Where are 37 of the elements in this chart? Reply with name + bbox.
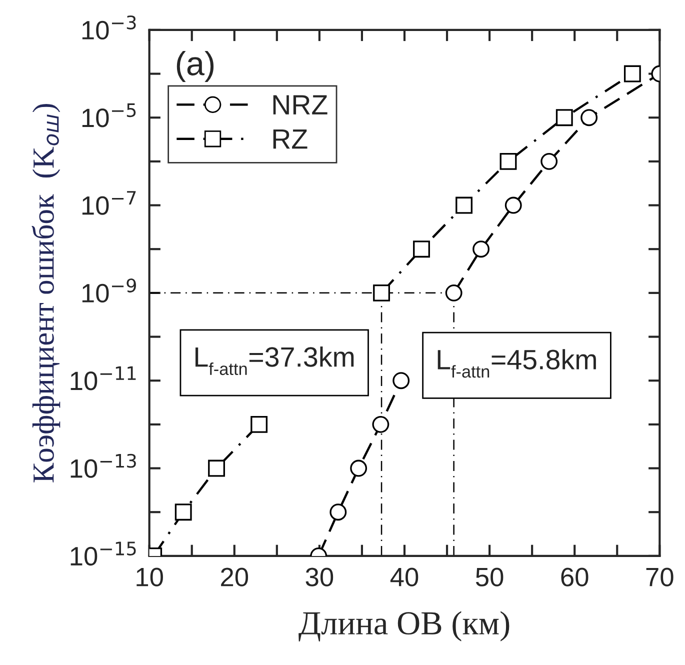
point: [540, 152, 558, 170]
y-tick-label: 10$^{−7}$: [82, 191, 136, 215]
y-tick-label: 10$^{−13}$: [70, 454, 136, 478]
point: [624, 65, 641, 82]
point: [330, 504, 347, 521]
x-tick-label: 50: [476, 568, 504, 586]
point: [445, 284, 462, 302]
point: [580, 109, 598, 126]
point: [250, 416, 268, 433]
legend-label: RZ: [273, 129, 308, 149]
y-axis-title: Коэффициент ошибок (K$_{ош}$): [32, 104, 60, 482]
point: [472, 240, 490, 258]
point: [208, 460, 225, 477]
point: [373, 284, 390, 302]
point: [500, 152, 517, 170]
point: [504, 196, 522, 214]
point: [350, 460, 368, 477]
y-tick-label: 10$^{−15}$: [70, 542, 136, 566]
x-tick-label: 40: [390, 568, 418, 586]
point: [556, 109, 573, 126]
x-tick-label: 70: [646, 568, 674, 586]
point: [413, 240, 430, 258]
y-tick-label: 10$^{−3}$: [82, 15, 136, 40]
x-tick-label: 10: [136, 568, 163, 586]
x-tick-label: 20: [221, 568, 248, 586]
y-tick-label: 10$^{−9}$: [82, 278, 136, 303]
x-axis-title: Длина ОВ (км): [298, 611, 510, 642]
point: [372, 416, 390, 433]
legend-label: NRZ: [273, 95, 328, 114]
annotation: (a): [176, 50, 214, 82]
x-tick-label: 30: [306, 568, 334, 586]
x-tick-label: 60: [561, 568, 588, 586]
point: [392, 372, 410, 390]
point: [174, 504, 192, 521]
y-tick-label: 10$^{−5}$: [82, 103, 136, 128]
point: [456, 196, 473, 214]
y-tick-label: 10$^{−11}$: [70, 366, 136, 390]
